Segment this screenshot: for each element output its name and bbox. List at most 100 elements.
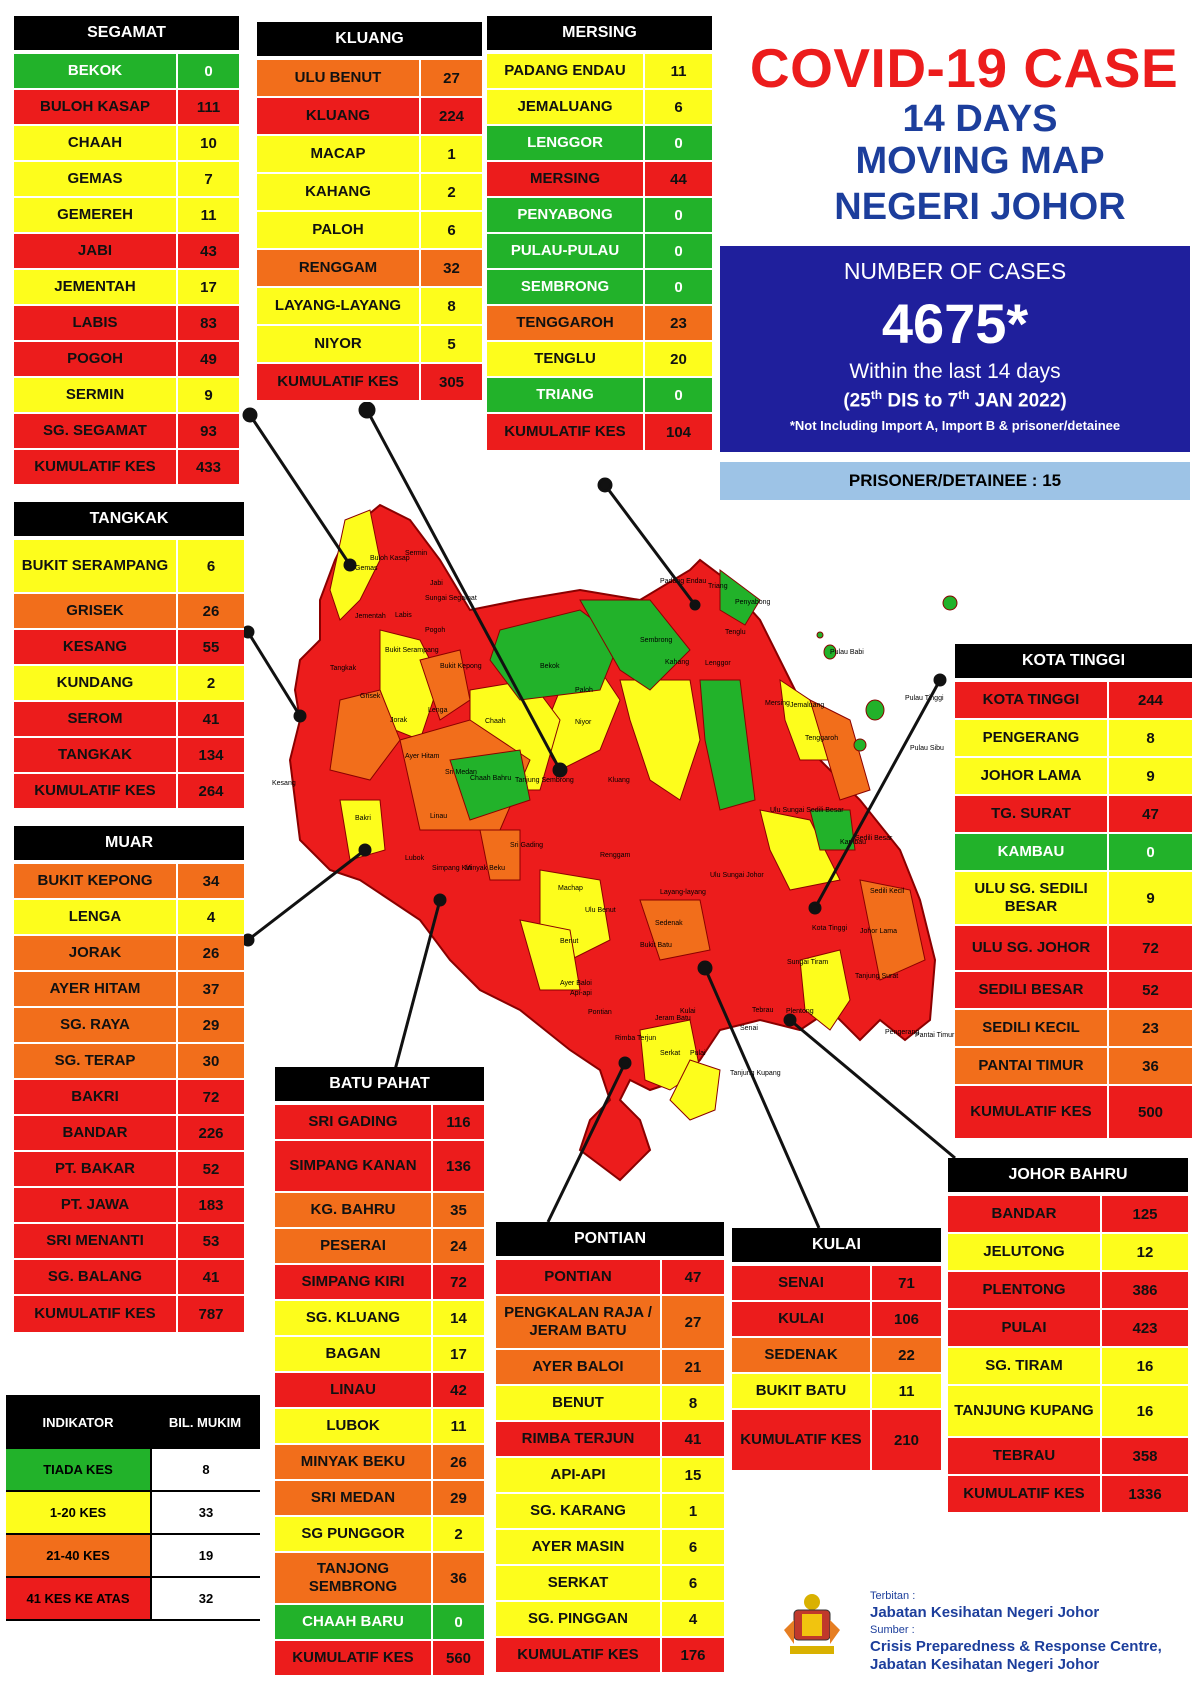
- map-place-label: Ulu Sungai Sedili Besar: [770, 807, 844, 814]
- map-place-label: Pengerang: [885, 1029, 919, 1036]
- mukim-name: PT. JAWA: [14, 1188, 178, 1222]
- map-place-label: Sri Gading: [510, 842, 543, 849]
- mukim-cases: 17: [450, 1345, 467, 1363]
- mukim-cases: 111: [196, 98, 221, 116]
- mukim-row: SG. TERAP 30: [14, 1044, 244, 1080]
- mukim-name: TEBRAU: [948, 1438, 1102, 1474]
- mukim-cases: 10: [200, 134, 217, 152]
- cumulative-row: KUMULATIF KES 787: [14, 1296, 244, 1334]
- mukim-row: KAHANG 2: [257, 174, 482, 212]
- mukim-row: SEROM 41: [14, 702, 244, 738]
- map-place-label: Kambau: [840, 839, 866, 846]
- cumulative-total: 176: [680, 1646, 706, 1664]
- map-place-label: Triang: [708, 583, 728, 590]
- map-place-label: Sedenak: [655, 920, 683, 927]
- map-place-label: Sedili Kecil: [870, 888, 905, 895]
- mukim-name: PT. BAKAR: [14, 1152, 178, 1186]
- mukim-cases: 72: [1142, 939, 1159, 957]
- mukim-name: ULU SG. SEDILI BESAR: [955, 872, 1109, 924]
- mukim-name: TANJONG SEMBRONG: [275, 1553, 433, 1603]
- mukim-row: PENGERANG 8: [955, 720, 1192, 758]
- mukim-row: JABI 43: [14, 234, 239, 270]
- cumulative-row: KUMULATIF KES 500: [955, 1086, 1192, 1140]
- map-place-label: Kluang: [608, 777, 630, 784]
- district-table-tangkak: TANGKAK BUKIT SERAMPANG 6 GRISEK 26 KESANG 55 K…: [14, 502, 244, 810]
- map-place-label: Pulau Sibu: [910, 745, 944, 752]
- map-place-label: Rimba Terjun: [615, 1035, 656, 1042]
- mukim-row: GRISEK 26: [14, 594, 244, 630]
- cumulative-total: 305: [438, 373, 465, 391]
- mukim-cases: 12: [1136, 1243, 1154, 1261]
- mukim-cases: 7: [204, 170, 213, 188]
- mukim-cases: 37: [202, 980, 220, 998]
- legend-row: 1-20 KES 33: [6, 1492, 260, 1535]
- mukim-cases: 244: [1137, 691, 1164, 709]
- legend-indicator: 1-20 KES: [6, 1492, 150, 1533]
- mukim-row: SEDENAK 22: [732, 1338, 941, 1374]
- page-title: COVID-19 CASE: [749, 37, 1179, 99]
- map-place-label: Pulau Tinggi: [905, 695, 944, 702]
- mukim-name: SERKAT: [496, 1566, 662, 1600]
- cumulative-row: KUMULATIF KES 1336: [948, 1476, 1188, 1514]
- mukim-name: KLUANG: [257, 98, 421, 134]
- map-region-yellow: [519, 919, 581, 991]
- district-table-segamat: SEGAMAT BEKOK 0 BULOH KASAP 111 CHAAH 10 GEMAS 7…: [14, 16, 239, 486]
- mukim-name: JEMENTAH: [14, 270, 178, 304]
- map-place-label: Chaah: [485, 718, 506, 725]
- mukim-cases: 8: [1146, 729, 1155, 747]
- district-name: MERSING: [487, 16, 712, 50]
- mukim-cases: 47: [1142, 805, 1159, 823]
- map-place-label: Paloh: [575, 687, 593, 694]
- mukim-name: MERSING: [487, 162, 645, 196]
- map-island: [865, 699, 885, 721]
- map-region-yellow: [339, 799, 386, 861]
- mukim-row: BAKRI 72: [14, 1080, 244, 1116]
- mukim-cases: 125: [1132, 1205, 1158, 1223]
- map-place-label: Machap: [558, 885, 583, 892]
- mukim-cases: 34: [202, 872, 220, 890]
- prisoner-count: PRISONER/DETAINEE : 15: [720, 462, 1190, 500]
- summary-box: NUMBER OF CASES 4675* Within the last 14…: [720, 246, 1190, 452]
- mukim-row: AYER HITAM 37: [14, 972, 244, 1008]
- map-place-label: Lenggor: [705, 660, 731, 667]
- mukim-name: POGOH: [14, 342, 178, 376]
- map-place-label: Tanjung Sembrong: [515, 777, 574, 784]
- map-region-yellow: [669, 1059, 721, 1121]
- mukim-row: BANDAR 226: [14, 1116, 244, 1152]
- mukim-row: PENGKALAN RAJA / JERAM BATU 27: [496, 1296, 724, 1350]
- district-table-pontian: PONTIAN PONTIAN 47 PENGKALAN RAJA / JERAM B…: [496, 1222, 724, 1674]
- mukim-cases: 0: [674, 242, 683, 260]
- mukim-cases: 0: [454, 1613, 463, 1631]
- mukim-name: SG PUNGGOR: [275, 1517, 433, 1551]
- mukim-row: JEMALUANG 6: [487, 90, 712, 126]
- legend-indicator: 21-40 KES: [6, 1535, 150, 1576]
- mukim-name: JELUTONG: [948, 1234, 1102, 1270]
- date-start-sup: th: [870, 388, 883, 402]
- mukim-name: BANDAR: [14, 1116, 178, 1150]
- mukim-cases: 0: [674, 134, 683, 152]
- map-place-label: Ulu Benut: [585, 907, 616, 914]
- mukim-row: PULAI 423: [948, 1310, 1188, 1348]
- mukim-cases: 30: [202, 1052, 220, 1070]
- district-name: SEGAMAT: [14, 16, 239, 50]
- mukim-cases: 36: [1142, 1057, 1159, 1075]
- mukim-row: AYER MASIN 6: [496, 1530, 724, 1566]
- map-place-label: Lubok: [405, 855, 425, 862]
- map-place-label: Bukit Batu: [640, 942, 672, 949]
- legend-header-left: INDIKATOR: [42, 1414, 114, 1430]
- mukim-cases: 11: [200, 206, 217, 224]
- mukim-cases: 36: [450, 1569, 467, 1587]
- mukim-row: PANTAI TIMUR 36: [955, 1048, 1192, 1086]
- mukim-cases: 26: [202, 944, 220, 962]
- cumulative-label: KUMULATIF KES: [948, 1476, 1102, 1512]
- mukim-row: SG. TIRAM 16: [948, 1348, 1188, 1386]
- mukim-cases: 386: [1132, 1281, 1158, 1299]
- map-place-label: Ayer Hitam: [405, 753, 440, 760]
- mukim-cases: 8: [688, 1394, 698, 1412]
- mukim-name: CHAAH BARU: [275, 1605, 433, 1639]
- map-place-label: Kahang: [665, 659, 689, 666]
- mukim-name: BULOH KASAP: [14, 90, 178, 124]
- legend-count: 33: [150, 1492, 260, 1533]
- legend-row: 21-40 KES 19: [6, 1535, 260, 1578]
- map-place-label: Sembrong: [640, 637, 672, 644]
